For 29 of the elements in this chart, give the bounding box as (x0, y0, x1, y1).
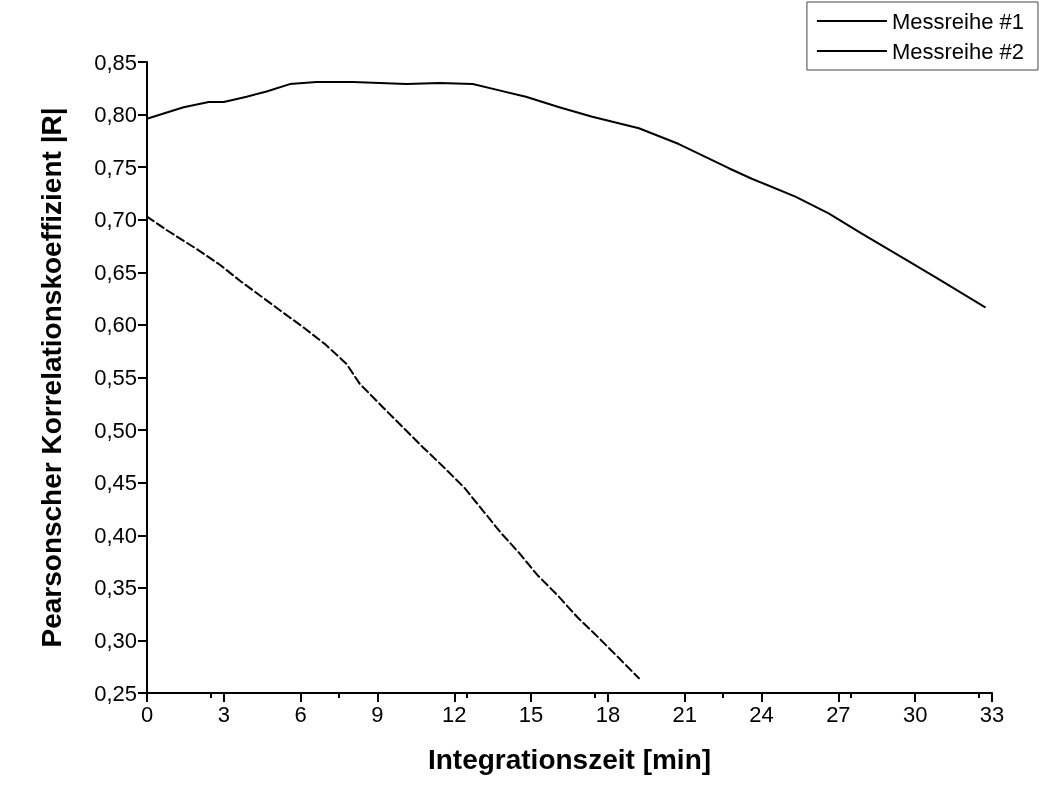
x-tick-label: 0 (140, 701, 154, 727)
y-tick-label: 0,50 (94, 417, 137, 443)
x-tick-label: 12 (442, 701, 467, 727)
y-tick-label: 0,35 (94, 575, 137, 601)
x-tick-label: 18 (595, 701, 621, 727)
y-tick-label: 0,65 (94, 259, 137, 285)
x-tick-label: 33 (979, 701, 1005, 727)
y-tick-label: 0,55 (94, 365, 137, 390)
legend-label: Messreihe #1 (891, 8, 1025, 34)
x-tick-label: 15 (518, 701, 544, 727)
x-tick-label: 24 (749, 701, 774, 727)
y-tick-label: 0,75 (94, 154, 137, 180)
y-tick-label: 0,25 (94, 680, 137, 706)
y-tick-label: 0,45 (94, 470, 137, 496)
legend-label: Messreihe #2 (891, 38, 1025, 64)
x-tick-label: 3 (217, 701, 230, 727)
x-tick-label: 27 (826, 701, 851, 727)
y-tick-label: 0,80 (94, 102, 137, 128)
x-tick-label: 21 (672, 701, 697, 727)
y-tick-label: 0,40 (94, 522, 137, 548)
y-tick-label: 0,30 (94, 627, 137, 653)
y-tick-label: 0,60 (94, 312, 137, 338)
x-tick-label: 9 (371, 701, 384, 727)
y-tick-label: 0,70 (94, 207, 137, 233)
y-axis-title: Pearsonscher Korrelationskoeffizient |R| (35, 107, 67, 648)
y-tick-label: 0,85 (94, 49, 137, 75)
x-tick-label: 6 (294, 701, 307, 727)
x-axis-title: Integrationszeit [min] (427, 743, 712, 775)
x-tick-label: 30 (902, 701, 928, 727)
